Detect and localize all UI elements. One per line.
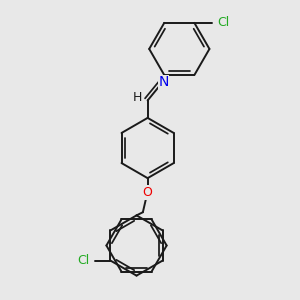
Text: Cl: Cl xyxy=(218,16,230,29)
Text: O: O xyxy=(143,186,153,199)
Text: N: N xyxy=(158,75,169,89)
Text: H: H xyxy=(133,91,142,104)
Text: Cl: Cl xyxy=(78,254,90,267)
